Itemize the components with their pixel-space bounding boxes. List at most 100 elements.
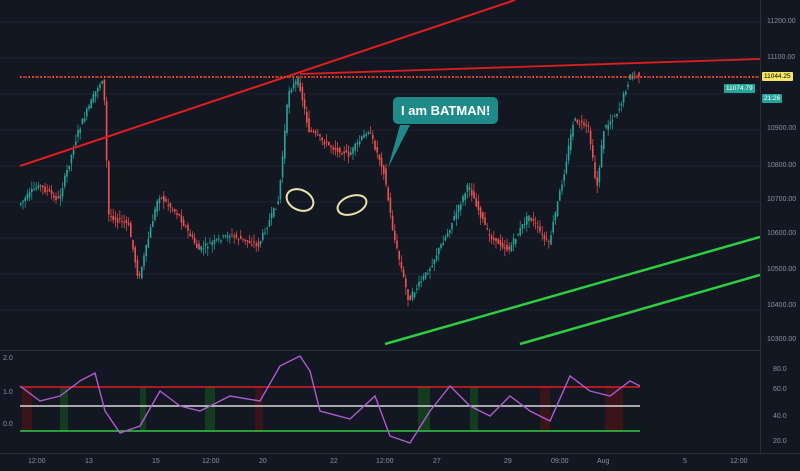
price-tick: 11100.00 xyxy=(767,54,796,61)
candle-body xyxy=(369,132,372,134)
candle-body xyxy=(163,195,165,202)
candle-body xyxy=(460,204,462,210)
candle-body xyxy=(358,141,361,145)
red-trendline-upper[interactable] xyxy=(19,0,516,167)
candle-body xyxy=(400,261,403,269)
time-axis[interactable]: 12:00 13 15 12:00 20 22 12:00 27 29 09:0… xyxy=(0,453,800,471)
candle-body xyxy=(235,234,238,238)
candle-body xyxy=(543,234,546,239)
ind-left-tick: 1.0 xyxy=(3,389,13,396)
indicator-shade xyxy=(255,387,263,431)
candle-body xyxy=(31,189,33,193)
candle-body xyxy=(215,239,218,241)
candle-body xyxy=(200,246,202,251)
candle-body xyxy=(119,218,121,220)
candle-body xyxy=(508,246,510,250)
red-trendline-resistance[interactable] xyxy=(299,58,760,75)
candle-body xyxy=(264,232,266,234)
candle-body xyxy=(611,120,614,122)
candle-body xyxy=(473,191,475,199)
candle-body xyxy=(88,105,90,109)
candle-body xyxy=(286,104,288,134)
candle-body xyxy=(385,168,387,185)
last-price-badge: 11044.25 xyxy=(762,72,793,81)
main-chart-pane[interactable]: I am BATMAN! xyxy=(0,0,760,348)
candle-body xyxy=(383,165,385,174)
candle-body xyxy=(125,220,128,224)
candle-body xyxy=(167,204,169,206)
candle-body xyxy=(90,99,92,109)
candle-body xyxy=(165,198,167,202)
candle-body xyxy=(402,269,405,277)
candle-body xyxy=(174,209,176,212)
candle-body xyxy=(433,259,436,265)
rsi-line[interactable] xyxy=(19,355,641,444)
candle-body xyxy=(112,215,114,221)
candle-body xyxy=(178,214,180,216)
price-tick: 10800.00 xyxy=(767,162,797,169)
candle-body xyxy=(248,240,251,244)
candle-body xyxy=(81,118,84,125)
batman-callout[interactable]: I am BATMAN! xyxy=(393,97,499,124)
candle-body xyxy=(156,200,158,212)
candle-body xyxy=(233,236,235,238)
candle-body xyxy=(295,81,297,85)
candle-body xyxy=(28,191,31,198)
candle-body xyxy=(202,248,205,250)
candle-body xyxy=(380,157,383,168)
time-label: 22 xyxy=(330,458,338,465)
candle-body xyxy=(220,240,222,242)
candle-body xyxy=(589,130,592,145)
candle-body xyxy=(405,278,407,288)
candle-body xyxy=(374,140,376,150)
candle-body xyxy=(372,134,374,139)
candle-body xyxy=(314,131,317,134)
candle-body xyxy=(218,238,220,240)
candle-body xyxy=(114,217,117,220)
candle-body xyxy=(33,189,35,191)
candle-body xyxy=(391,215,394,230)
ind-left-tick: 0.0 xyxy=(3,421,13,428)
candle-body xyxy=(308,118,310,133)
candle-body xyxy=(420,281,422,283)
candle-body xyxy=(328,141,330,145)
candle-body xyxy=(147,238,150,248)
candle-body xyxy=(341,153,343,155)
right-eye-ellipse[interactable] xyxy=(335,191,369,218)
candle-body xyxy=(303,99,306,109)
candle-body xyxy=(545,238,548,240)
candle-body xyxy=(160,197,163,199)
indicator-pane[interactable]: 2.0 1.0 0.0 xyxy=(0,350,760,454)
price-tick: 10400.00 xyxy=(767,302,797,309)
candle-body xyxy=(281,156,284,178)
candle-body xyxy=(246,240,249,242)
candle-body xyxy=(444,236,447,241)
green-trendline-channel-upper[interactable] xyxy=(384,235,760,346)
candle-body xyxy=(187,224,189,231)
price-tick: 11200.00 xyxy=(767,18,796,25)
rsi-indicator-chart[interactable] xyxy=(0,351,760,454)
ind-left-tick: 2.0 xyxy=(3,355,13,362)
green-trendline-channel-lower[interactable] xyxy=(519,273,760,346)
candle-body xyxy=(451,222,453,230)
candle-body xyxy=(132,239,134,250)
left-eye-ellipse[interactable] xyxy=(283,185,317,215)
candle-body xyxy=(462,195,464,203)
candle-body xyxy=(519,228,521,236)
candle-body xyxy=(499,240,502,246)
candle-body xyxy=(204,243,207,246)
candle-body xyxy=(116,218,119,223)
candlestick-chart[interactable] xyxy=(0,0,760,348)
candle-body xyxy=(77,130,79,137)
candle-body xyxy=(638,72,640,77)
candle-body xyxy=(182,219,185,226)
candle-body xyxy=(407,289,409,300)
indicator-shade xyxy=(22,387,32,431)
candle-body xyxy=(141,266,143,279)
candle-body xyxy=(158,198,161,204)
candle-body xyxy=(138,273,141,276)
candle-body xyxy=(336,147,339,152)
candle-body xyxy=(521,224,524,229)
candle-body xyxy=(493,238,495,241)
price-axis[interactable]: 11200.00 11100.00 10900.00 10800.00 1070… xyxy=(760,0,800,453)
